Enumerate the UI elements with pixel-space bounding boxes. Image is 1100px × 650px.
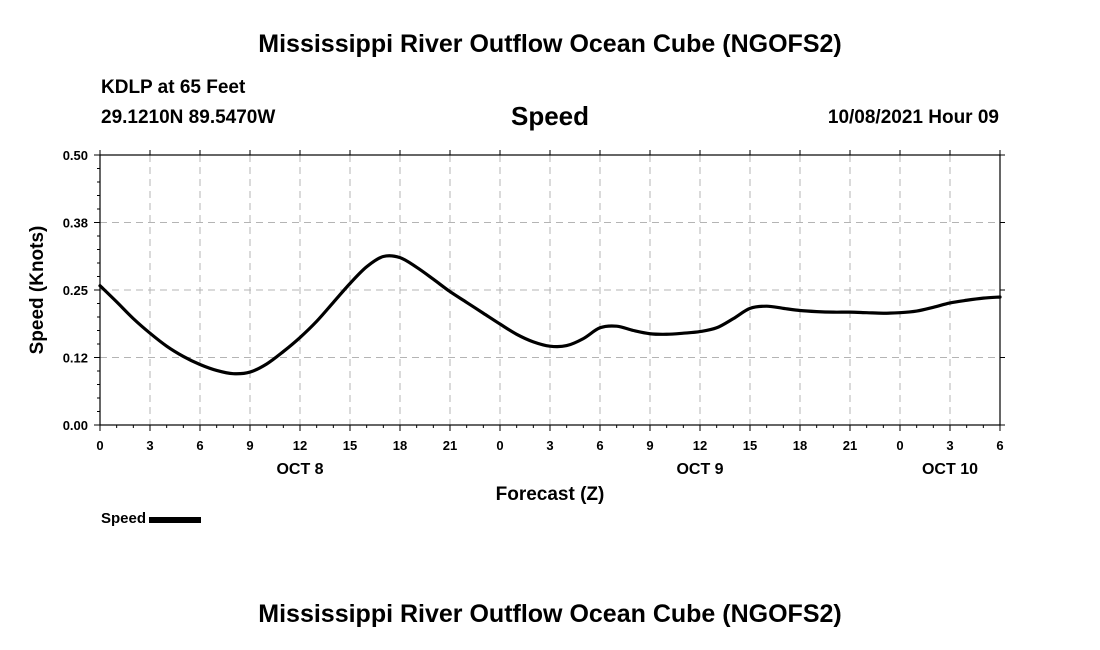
station-label: KDLP at 65 Feet [101, 77, 246, 98]
chart-title-bottom: Mississippi River Outflow Ocean Cube (NG… [258, 600, 842, 628]
legend-swatch [149, 517, 202, 523]
x-tick-label: 0 [496, 438, 503, 453]
x-tick-label: 3 [146, 438, 153, 453]
label-layer: 0 3 6 9 12 15 18 21 0 3 6 9 12 15 18 21 0 3 6 0.00 0.12 0.25 0… [63, 148, 1004, 478]
x-axis-title: Forecast (Z) [496, 484, 605, 505]
x-tick-label: 15 [743, 438, 757, 453]
y-tick-label: 0.25 [63, 283, 88, 298]
x-tick-label: 21 [443, 438, 457, 453]
x-tick-label: 18 [393, 438, 407, 453]
x-tick-label: 0 [896, 438, 903, 453]
x-tick-label: 9 [246, 438, 253, 453]
x-tick-label: 3 [546, 438, 553, 453]
date-label: OCT 9 [676, 461, 723, 478]
tick-layer [94, 150, 1005, 431]
x-tick-label: 6 [596, 438, 603, 453]
x-tick-label: 18 [793, 438, 807, 453]
plot-frame [99, 154, 1001, 426]
x-tick-label: 9 [646, 438, 653, 453]
date-label: OCT 8 [276, 461, 323, 478]
x-tick-label: 3 [946, 438, 953, 453]
forecast-datetime: 10/08/2021 Hour 09 [827, 107, 999, 128]
x-tick-label: 15 [343, 438, 357, 453]
x-tick-label: 6 [996, 438, 1003, 453]
y-tick-label: 0.50 [63, 148, 88, 163]
series-line-speed [98, 254, 1002, 376]
date-label: OCT 10 [922, 461, 978, 478]
x-tick-label: 0 [96, 438, 103, 453]
y-axis-title: Speed (Knots) [27, 226, 48, 355]
legend-label: Speed [101, 510, 147, 527]
y-tick-label: 0.00 [63, 418, 88, 433]
x-tick-label: 12 [693, 438, 707, 453]
x-tick-label: 6 [196, 438, 203, 453]
y-tick-label: 0.38 [63, 216, 88, 231]
chart-title-top: Mississippi River Outflow Ocean Cube (NG… [258, 30, 842, 58]
series-layer [98, 254, 1002, 376]
x-tick-label: 12 [293, 438, 307, 453]
x-tick-label: 21 [843, 438, 857, 453]
y-tick-label: 0.12 [63, 351, 88, 366]
legend: Speed [101, 510, 202, 527]
parameter-title: Speed [510, 101, 590, 131]
station-coordinates: 29.1210N 89.5470W [101, 107, 276, 128]
grid-layer [100, 155, 1000, 425]
